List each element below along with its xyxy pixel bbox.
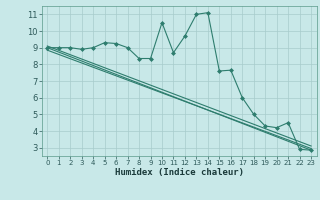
- X-axis label: Humidex (Indice chaleur): Humidex (Indice chaleur): [115, 168, 244, 177]
